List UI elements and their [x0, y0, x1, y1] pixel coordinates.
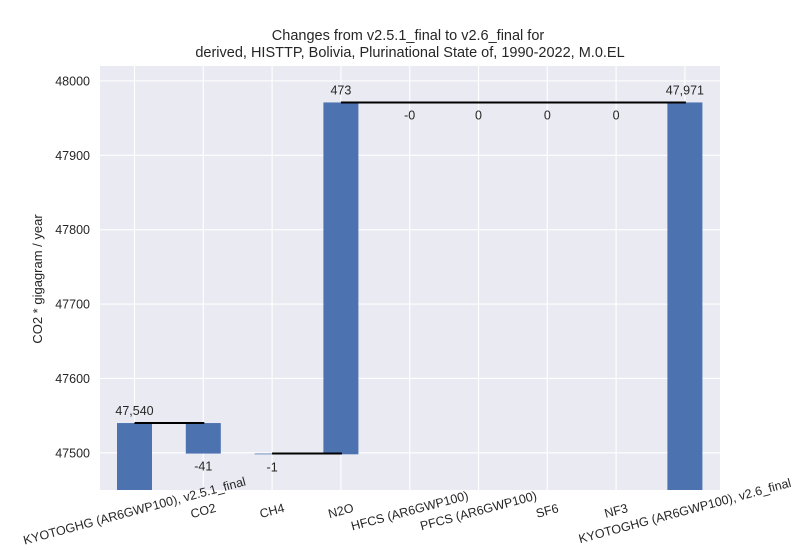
x-tick-label: SF6 — [534, 501, 560, 520]
bar-3 — [323, 102, 359, 455]
data-label: 0 — [544, 108, 551, 122]
x-tick-label: NF3 — [603, 501, 629, 521]
data-label: 47,540 — [115, 404, 153, 418]
data-label: 0 — [475, 108, 482, 122]
data-label: -1 — [267, 460, 278, 474]
y-tick-label: 48000 — [55, 74, 90, 88]
y-tick-label: 47500 — [55, 446, 90, 460]
y-tick-labels: 47500 47600 47700 47800 47900 48000 — [55, 74, 90, 460]
data-label: 0 — [613, 108, 620, 122]
bar-8 — [667, 102, 703, 490]
data-label: 473 — [330, 83, 351, 97]
data-label: -0 — [404, 108, 415, 122]
y-tick-label: 47800 — [55, 223, 90, 237]
x-tick-label: CO2 — [189, 501, 217, 521]
y-axis-label: CO2 * gigagram / year — [30, 214, 45, 344]
connectors — [134, 101, 686, 455]
y-tick-label: 47600 — [55, 372, 90, 386]
y-tick-label: 47700 — [55, 298, 90, 312]
chart-title-line1: Changes from v2.5.1_final to v2.6_final … — [272, 28, 545, 44]
data-label: -41 — [194, 460, 212, 474]
data-labels: 47,540 -41 -1 473 -0 0 0 0 47,971 — [115, 83, 704, 474]
chart-title-line2: derived, HISTTP, Bolivia, Plurinational … — [195, 45, 624, 61]
bar-0 — [117, 423, 152, 490]
x-tick-label: N2O — [327, 501, 356, 521]
data-label: 47,971 — [666, 83, 704, 97]
x-tick-label: CH4 — [258, 501, 286, 521]
y-tick-label: 47900 — [55, 149, 90, 163]
bar-1 — [185, 423, 221, 454]
bars — [117, 102, 703, 490]
